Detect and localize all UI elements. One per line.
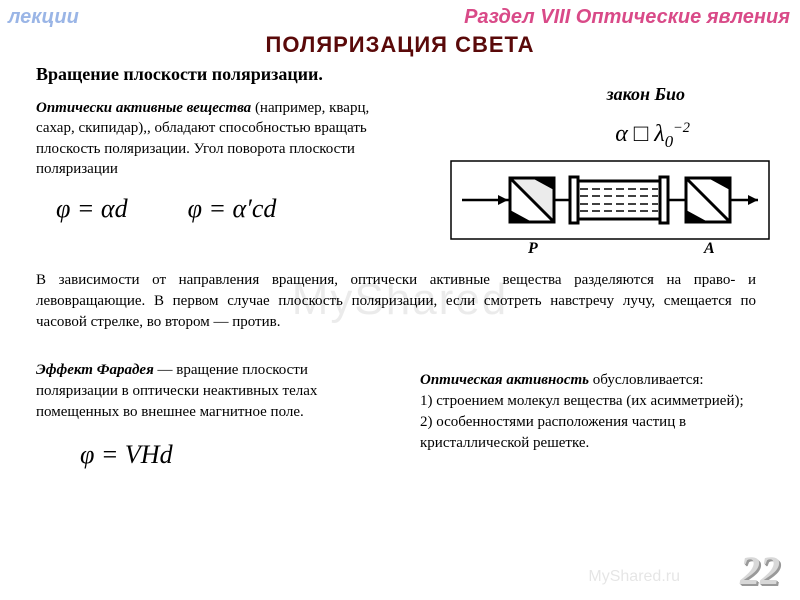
bio-law-label: закон Био <box>607 84 685 105</box>
subtitle: Вращение плоскости поляризации. <box>36 64 323 85</box>
page-title: ПОЛЯРИЗАЦИЯ СВЕТА <box>0 32 800 58</box>
diagram-label-a: A <box>703 240 715 255</box>
formula-row: φ = αd φ = α′cd <box>56 194 276 224</box>
polarization-diagram: P A <box>450 160 770 255</box>
polarizer-p <box>510 178 554 222</box>
header-left: лекции <box>8 6 79 29</box>
para4-item2: 2) особенностями расположения частиц в к… <box>420 414 686 451</box>
formula-2: φ = α′cd <box>188 194 277 224</box>
para3-lead: Эффект Фарадея <box>36 362 154 378</box>
header-right: Раздел VIII Оптические явления <box>464 6 790 29</box>
paragraph-4: Оптическая активность обусловливается: 1… <box>420 370 780 454</box>
formula-faraday: φ = VHd <box>80 440 173 470</box>
para4-item1: 1) строением молекул вещества (их асимме… <box>420 393 744 409</box>
para4-rest: обусловливается: <box>589 372 704 388</box>
watermark-center: MyShared <box>292 275 509 325</box>
para1-lead: Оптически активные вещества <box>36 100 251 116</box>
sample-cell <box>570 177 668 223</box>
bio-formula: α □ λ0−2 <box>615 120 690 152</box>
diagram-label-p: P <box>527 240 538 255</box>
paragraph-3: Эффект Фарадея — вращение плоскости поля… <box>36 360 386 423</box>
formula-1: φ = αd <box>56 194 128 224</box>
paragraph-1: Оптически активные вещества (например, к… <box>36 98 396 179</box>
analyzer-a <box>686 178 730 222</box>
page-number: 22 <box>740 547 780 594</box>
watermark-footer: MyShared.ru <box>588 568 680 586</box>
para4-lead: Оптическая активность <box>420 372 589 388</box>
